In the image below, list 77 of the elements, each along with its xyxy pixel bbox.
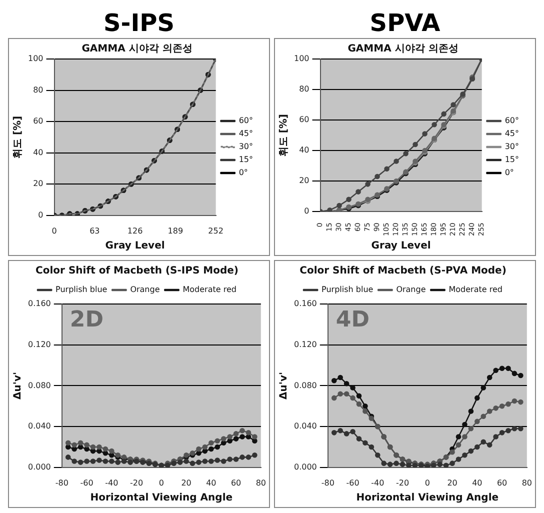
- chart-title: SPVA: [368, 8, 442, 38]
- legend-label: 30°: [238, 142, 254, 152]
- chart-title: Color Shift of Macbeth (S-PVA Mode): [300, 266, 506, 277]
- y-axis-title: Δu'v': [12, 372, 24, 400]
- x-tick-label: -60: [346, 478, 360, 488]
- y-tick-label: 0.080: [294, 380, 317, 390]
- legend-label: 45°: [504, 129, 520, 138]
- x-tick-label: 20: [447, 478, 458, 488]
- y-tick-label: 60: [299, 115, 310, 124]
- x-tick-label: -40: [105, 478, 118, 488]
- chart-subtitle: GAMMA 시야각 의존성: [348, 44, 458, 55]
- chart-subtitle: GAMMA 시야각 의존성: [82, 44, 192, 55]
- y-tick-label: 80: [33, 85, 44, 94]
- annotation: 2D: [70, 308, 104, 333]
- x-tick-label: 60: [230, 478, 242, 488]
- y-tick-label: 0.120: [294, 340, 317, 349]
- legend-label: Moderate red: [182, 285, 236, 294]
- chart-title: Color Shift of Macbeth (S-IPS Mode): [36, 266, 238, 277]
- x-tick-label: 60: [496, 478, 508, 488]
- legend-label: 0°: [238, 168, 248, 178]
- y-tick-label: 0: [38, 210, 44, 220]
- y-tick-label: 20: [299, 176, 310, 186]
- x-tick-label: 20: [181, 478, 192, 488]
- x-tick-label: -20: [396, 478, 410, 488]
- x-tick-label: 80: [522, 478, 532, 488]
- x-tick-label: -80: [321, 478, 334, 488]
- legend-label: 0°: [504, 168, 514, 178]
- y-tick-label: 20: [33, 179, 44, 188]
- x-axis-title: Horizontal Viewing Angle: [356, 492, 499, 504]
- x-axis-title: Gray Level: [371, 240, 431, 252]
- legend-label: 45°: [238, 129, 254, 138]
- x-axis-title: Gray Level: [105, 240, 165, 252]
- legend-label: 60°: [238, 116, 254, 126]
- legend-label: Moderate red: [448, 285, 502, 294]
- x-tick-label: 40: [472, 478, 482, 488]
- y-tick-label: 100: [294, 54, 310, 64]
- x-tick-label: -60: [80, 478, 94, 488]
- y-tick-label: 0.000: [294, 462, 317, 472]
- x-tick-label: -40: [371, 478, 384, 488]
- x-tick-label: 252: [208, 226, 224, 236]
- y-axis-title: Δu'v': [278, 372, 290, 400]
- legend-label: 15°: [504, 155, 520, 164]
- legend-label: 30°: [504, 142, 520, 152]
- y-tick-label: 0.040: [28, 422, 51, 431]
- x-tick-label: -80: [55, 478, 68, 488]
- x-tick-label: 0: [158, 478, 164, 488]
- y-tick-label: 60: [33, 116, 44, 126]
- y-tick-label: 0.040: [294, 422, 317, 431]
- legend-label: 60°: [504, 116, 520, 126]
- legend-label: 15°: [238, 155, 254, 164]
- y-tick-label: 0.000: [28, 462, 51, 472]
- legend-label: Purplish blue: [56, 285, 108, 294]
- y-tick-label: 0: [304, 206, 310, 216]
- annotation: 4D: [336, 308, 370, 333]
- y-tick-label: 0.160: [294, 299, 317, 308]
- y-tick-label: 0.080: [28, 380, 51, 390]
- legend-label: Orange: [130, 285, 160, 294]
- y-tick-label: 0.160: [28, 299, 51, 308]
- x-axis-title: Horizontal Viewing Angle: [90, 492, 233, 504]
- x-tick-label: 0: [424, 478, 430, 488]
- y-tick-label: 80: [299, 84, 310, 94]
- x-tick-label: 63: [90, 226, 100, 236]
- chart-title: S-IPS: [102, 8, 176, 38]
- y-axis-title: 휘도 [%]: [12, 116, 24, 159]
- y-tick-label: 0.120: [28, 340, 51, 349]
- y-tick-label: 100: [28, 54, 44, 64]
- x-tick-label: 80: [256, 478, 266, 488]
- legend-label: Purplish blue: [322, 285, 374, 294]
- y-tick-label: 40: [33, 148, 44, 157]
- x-tick-label: 0: [52, 226, 57, 236]
- legend-label: Orange: [396, 285, 426, 294]
- x-tick-label: 189: [168, 226, 184, 236]
- y-axis-title: 휘도 [%]: [278, 114, 290, 157]
- x-tick-label: 40: [206, 478, 216, 488]
- x-tick-label: -20: [130, 478, 144, 488]
- x-tick-label: 126: [127, 226, 143, 236]
- y-tick-label: 40: [299, 146, 310, 155]
